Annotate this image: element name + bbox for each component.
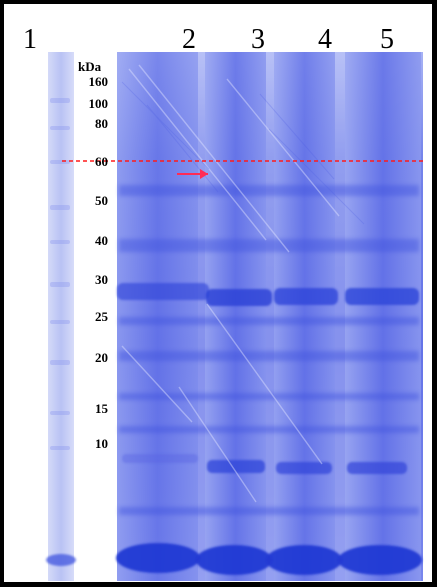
sample-lane-4 (274, 52, 335, 581)
marker-label-30: 30 (95, 272, 108, 287)
lane-number-5: 5 (380, 24, 394, 55)
marker-label-25: 25 (95, 309, 108, 324)
target-band-arrow (177, 169, 208, 179)
marker-label-40: 40 (95, 233, 108, 248)
lane-number-3: 3 (251, 24, 265, 55)
lane-number-4: 4 (318, 24, 332, 55)
marker-lane-1 (48, 52, 74, 581)
marker-label-60: 60 (95, 154, 108, 169)
marker-label-160: 160 (88, 74, 109, 89)
sample-lane-2 (117, 52, 198, 581)
marker-label-15: 15 (95, 401, 108, 416)
marker-label-50: 50 (95, 193, 108, 208)
lane-number-1: 1 (23, 24, 37, 55)
marker-label-20: 20 (95, 350, 108, 365)
marker-label-10: 10 (95, 436, 108, 451)
marker-label-100: 100 (88, 96, 109, 111)
molecular-weight-unit: kDa (78, 59, 102, 74)
lane-number-2: 2 (182, 24, 196, 55)
sds-page-gel (46, 52, 423, 581)
sample-lane-5 (345, 52, 421, 581)
marker-label-80: 80 (95, 116, 108, 131)
sample-lane-3 (205, 52, 266, 581)
